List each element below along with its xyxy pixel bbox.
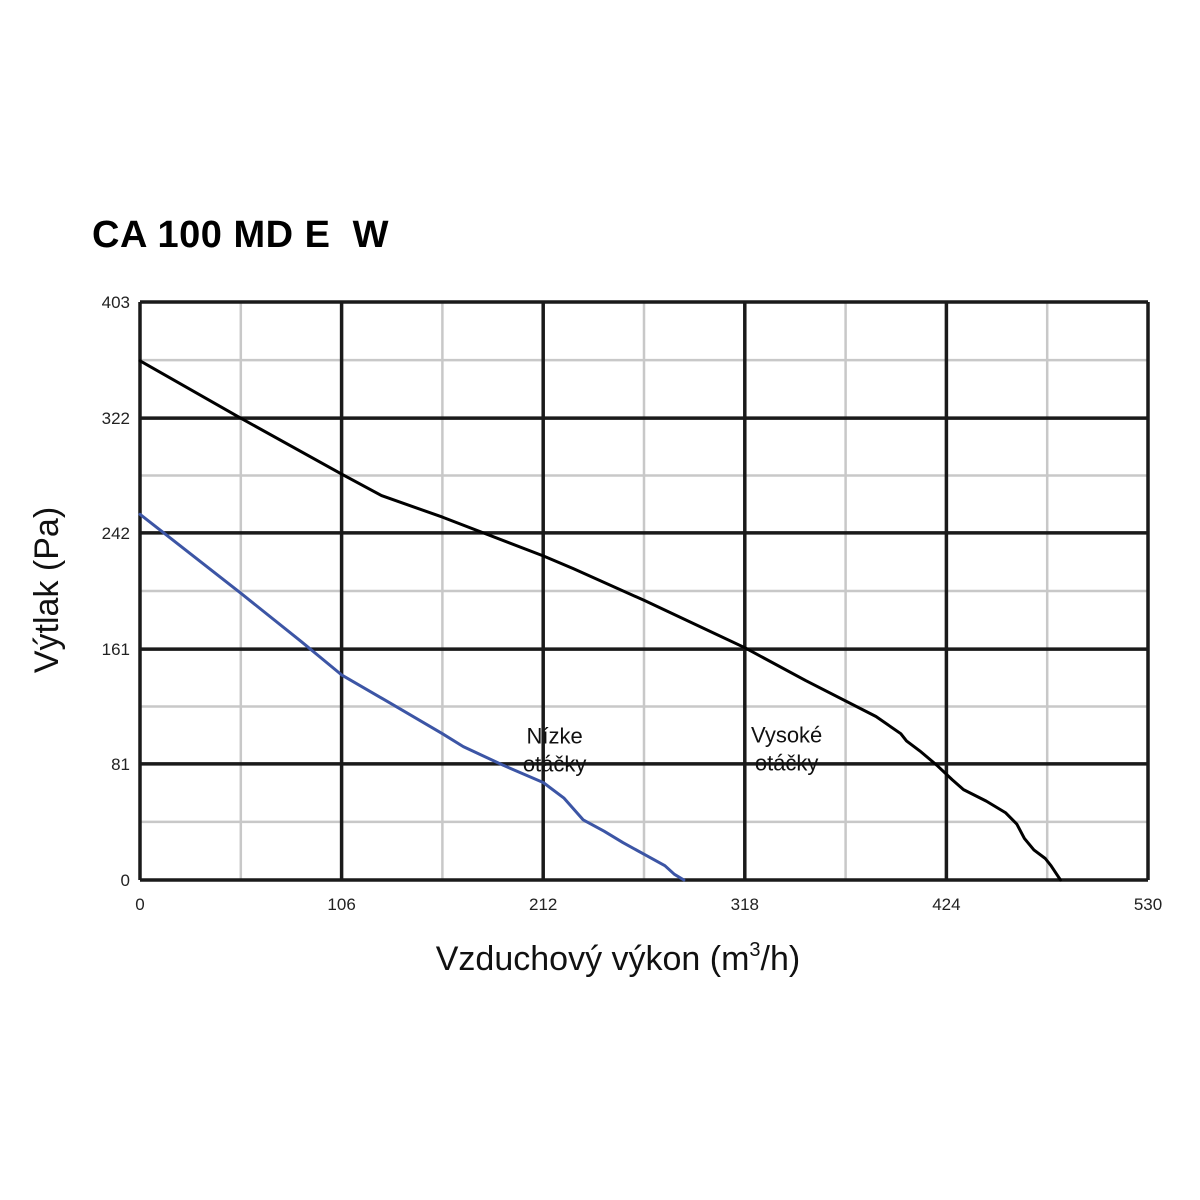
- x-tick-label: 0: [135, 895, 144, 914]
- y-tick-label: 81: [111, 755, 130, 774]
- y-tick-labels: 0 81 161 242 322 403: [102, 293, 130, 890]
- y-tick-label: 403: [102, 293, 130, 312]
- x-tick-label: 424: [932, 895, 960, 914]
- curve-label-high-speed: Vysoké otáčky: [751, 722, 822, 775]
- curve-labels: Vysoké otáčky Nízke otáčky: [523, 722, 822, 776]
- chart-title: CA 100 MD E W: [92, 214, 389, 256]
- x-axis-title-sup: 3: [749, 939, 760, 961]
- curve-label-low-speed: Nízke otáčky: [523, 724, 587, 777]
- y-tick-label: 322: [102, 409, 130, 428]
- y-tick-label: 0: [121, 871, 130, 890]
- series-line-low-speed: [138, 512, 686, 882]
- curve-label-line: otáčky: [755, 750, 819, 775]
- y-tick-label: 242: [102, 524, 130, 543]
- y-axis-title: Výtlak (Pa): [28, 507, 66, 673]
- x-tick-label: 318: [731, 895, 759, 914]
- y-tick-label: 161: [102, 640, 130, 659]
- x-tick-labels: 0 106 212 318 424 530: [135, 895, 1162, 914]
- x-axis-title-tail: /h): [761, 940, 801, 978]
- x-tick-label: 106: [327, 895, 355, 914]
- x-axis-title-main: Vzduchový výkon (m: [436, 940, 750, 978]
- x-axis-title: Vzduchový výkon (m3/h): [436, 939, 800, 978]
- series-layer: [138, 359, 1062, 882]
- curve-label-line: otáčky: [523, 752, 587, 777]
- x-tick-label: 530: [1134, 895, 1162, 914]
- x-tick-label: 212: [529, 895, 557, 914]
- curve-label-line: Vysoké: [751, 722, 822, 747]
- minor-grid: [140, 302, 1148, 880]
- curve-label-line: Nízke: [526, 724, 582, 749]
- major-grid: [138, 300, 1150, 882]
- series-line-high-speed: [138, 359, 1062, 882]
